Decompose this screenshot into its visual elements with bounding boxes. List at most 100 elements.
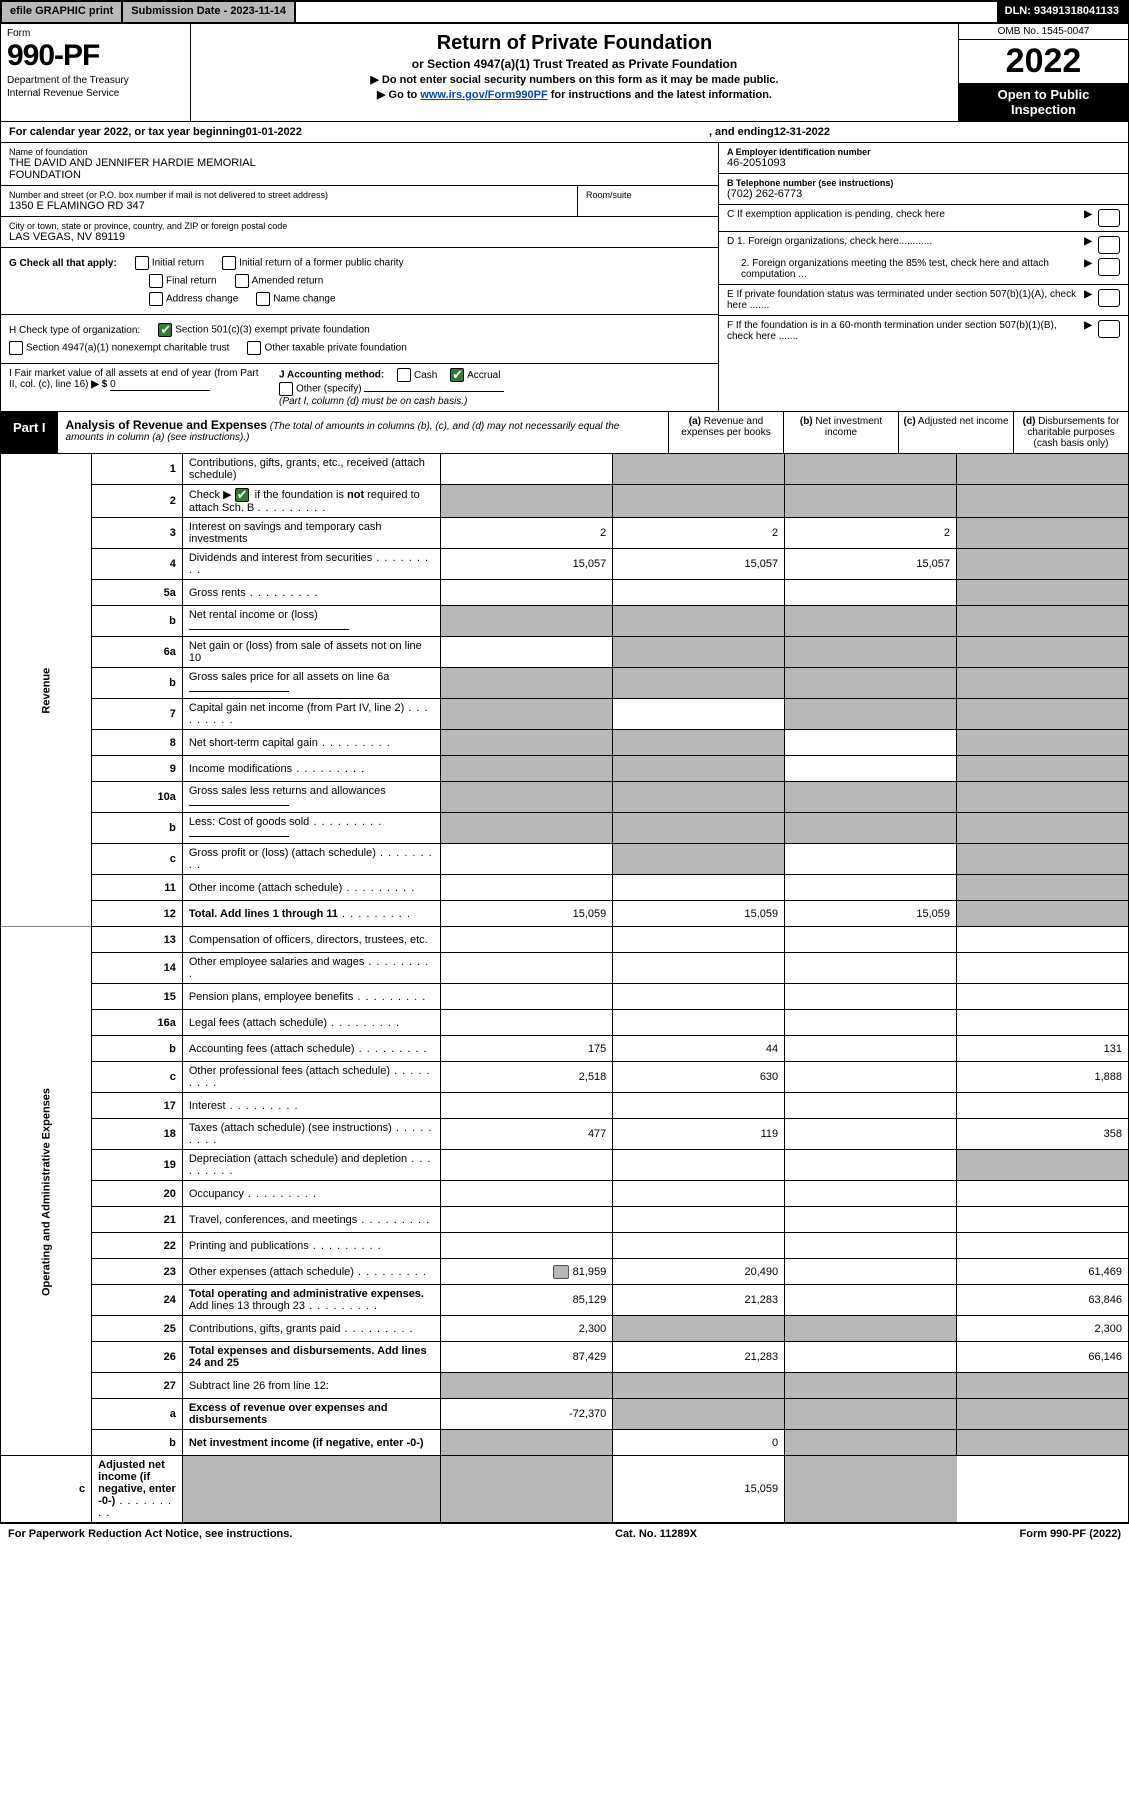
checkbox-amended-return[interactable]: [235, 274, 249, 288]
col-c-header: (c) Adjusted net income: [898, 412, 1013, 453]
form-header: Form 990-PF Department of the Treasury I…: [0, 24, 1129, 122]
city-label: City or town, state or province, country…: [9, 221, 710, 231]
form-instructions-link[interactable]: www.irs.gov/Form990PF: [420, 89, 547, 101]
name-label: Name of foundation: [9, 147, 710, 157]
fmv-value: 0: [110, 379, 210, 391]
row-16c-desc: Other professional fees (attach schedule…: [182, 1062, 441, 1093]
row-25-desc: Contributions, gifts, grants paid: [182, 1316, 441, 1342]
omb-number: OMB No. 1545-0047: [959, 24, 1128, 40]
checkbox-4947a1[interactable]: [9, 341, 23, 355]
row-5a-desc: Gross rents: [182, 580, 441, 606]
footer-left: For Paperwork Reduction Act Notice, see …: [8, 1528, 292, 1540]
phone-value: (702) 262-6773: [727, 188, 1120, 200]
checkbox-accrual[interactable]: [450, 368, 464, 382]
note-link: Go to www.irs.gov/Form990PF for instruct…: [201, 88, 948, 101]
row-9-desc: Income modifications: [182, 756, 441, 782]
checkbox-exemption-pending[interactable]: [1098, 209, 1120, 227]
schedule-icon[interactable]: [553, 1265, 569, 1279]
form-number: 990-PF: [7, 39, 184, 73]
checkbox-other-taxable[interactable]: [247, 341, 261, 355]
col-d-header: (d) Disbursements for charitable purpose…: [1013, 412, 1128, 453]
row-11-desc: Other income (attach schedule): [182, 875, 441, 901]
row-27a-desc: Excess of revenue over expenses and disb…: [182, 1399, 441, 1430]
row-16b-desc: Accounting fees (attach schedule): [182, 1036, 441, 1062]
row-6a-desc: Net gain or (loss) from sale of assets n…: [182, 637, 441, 668]
row-19-desc: Depreciation (attach schedule) and deple…: [182, 1150, 441, 1181]
open-public-inspection: Open to Public Inspection: [959, 83, 1128, 121]
checkbox-sch-b[interactable]: [235, 488, 249, 502]
checkbox-cash[interactable]: [397, 368, 411, 382]
foundation-name-2: FOUNDATION: [9, 169, 710, 181]
tax-year-end: 12-31-2022: [774, 126, 830, 138]
section-f: F If the foundation is in a 60-month ter…: [719, 316, 1128, 346]
room-suite-label: Room/suite: [586, 190, 710, 200]
section-e: E If private foundation status was termi…: [719, 285, 1128, 316]
calendar-year-line: For calendar year 2022, or tax year begi…: [0, 122, 1129, 143]
row-22-desc: Printing and publications: [182, 1233, 441, 1259]
checkbox-terminated-507b1a[interactable]: [1098, 289, 1120, 307]
row-21-desc: Travel, conferences, and meetings: [182, 1207, 441, 1233]
row-7-desc: Capital gain net income (from Part IV, l…: [182, 699, 441, 730]
form-title: Return of Private Foundation: [201, 32, 948, 55]
row-27-desc: Subtract line 26 from line 12:: [182, 1373, 441, 1399]
page-footer: For Paperwork Reduction Act Notice, see …: [0, 1523, 1129, 1544]
row-14-desc: Other employee salaries and wages: [182, 953, 441, 984]
address-label: Number and street (or P.O. box number if…: [9, 190, 569, 200]
footer-mid: Cat. No. 11289X: [615, 1528, 697, 1540]
phone-label: B Telephone number (see instructions): [727, 178, 1120, 188]
row-5b-desc: Net rental income or (loss): [182, 606, 441, 637]
row-16a-desc: Legal fees (attach schedule): [182, 1010, 441, 1036]
section-g: G Check all that apply: Initial return I…: [1, 248, 718, 315]
col-b-header: (b) Net investment income: [783, 412, 898, 453]
checkbox-name-change[interactable]: [256, 292, 270, 306]
dln-label: DLN: 93491318041133: [997, 2, 1127, 22]
checkbox-initial-return[interactable]: [135, 256, 149, 270]
checkbox-initial-former[interactable]: [222, 256, 236, 270]
form-label: Form: [7, 28, 184, 39]
section-j: J Accounting method: Cash Accrual Other …: [279, 368, 710, 407]
col-a-header: (a) Revenue and expenses per books: [668, 412, 783, 453]
part-1-header: Part I Analysis of Revenue and Expenses …: [0, 412, 1129, 454]
row-20-desc: Occupancy: [182, 1181, 441, 1207]
row-2-desc: Check ▶ if the foundation is not require…: [182, 485, 441, 518]
row-13-desc: Compensation of officers, directors, tru…: [182, 927, 441, 953]
city-value: LAS VEGAS, NV 89119: [9, 231, 710, 243]
efile-label[interactable]: efile GRAPHIC print: [2, 2, 123, 22]
dept-irs: Internal Revenue Service: [7, 88, 184, 99]
r3-a: 2: [441, 518, 613, 549]
row-18-desc: Taxes (attach schedule) (see instruction…: [182, 1119, 441, 1150]
address-street: 1350 E FLAMINGO RD 347: [9, 200, 569, 212]
part-tag: Part I: [1, 412, 58, 453]
checkbox-termination-507b1b[interactable]: [1098, 320, 1120, 338]
row-8-desc: Net short-term capital gain: [182, 730, 441, 756]
row-3-desc: Interest on savings and temporary cash i…: [182, 518, 441, 549]
checkbox-address-change[interactable]: [149, 292, 163, 306]
row-26-desc: Total expenses and disbursements. Add li…: [182, 1342, 441, 1373]
section-c: C If exemption application is pending, c…: [719, 205, 1128, 232]
ein-label: A Employer identification number: [727, 147, 1120, 157]
top-bar: efile GRAPHIC print Submission Date - 20…: [0, 0, 1129, 24]
row-15-desc: Pension plans, employee benefits: [182, 984, 441, 1010]
checkbox-foreign-85[interactable]: [1098, 258, 1120, 276]
row-4-desc: Dividends and interest from securities: [182, 549, 441, 580]
section-h: H Check type of organization: Section 50…: [1, 315, 718, 364]
row-6b-desc: Gross sales price for all assets on line…: [182, 668, 441, 699]
section-i: I Fair market value of all assets at end…: [9, 368, 259, 407]
section-d: D 1. Foreign organizations, check here..…: [719, 232, 1128, 285]
row-27c-desc: Adjusted net income (if negative, enter …: [92, 1456, 183, 1523]
footer-right: Form 990-PF (2022): [1020, 1528, 1122, 1540]
row-24-desc: Total operating and administrative expen…: [182, 1285, 441, 1316]
tax-year: 2022: [959, 40, 1128, 83]
checkbox-501c3[interactable]: [158, 323, 172, 337]
row-12-desc: Total. Add lines 1 through 11: [182, 901, 441, 927]
row-17-desc: Interest: [182, 1093, 441, 1119]
row-10c-desc: Gross profit or (loss) (attach schedule): [182, 844, 441, 875]
checkbox-other-method[interactable]: [279, 382, 293, 396]
note-ssn: Do not enter social security numbers on …: [201, 73, 948, 86]
part-1-table: Revenue 1Contributions, gifts, grants, e…: [0, 454, 1129, 1523]
checkbox-final-return[interactable]: [149, 274, 163, 288]
dept-treasury: Department of the Treasury: [7, 75, 184, 86]
checkbox-foreign-org[interactable]: [1098, 236, 1120, 254]
row-27b-desc: Net investment income (if negative, ente…: [182, 1430, 441, 1456]
info-block: Name of foundation THE DAVID AND JENNIFE…: [0, 143, 1129, 412]
